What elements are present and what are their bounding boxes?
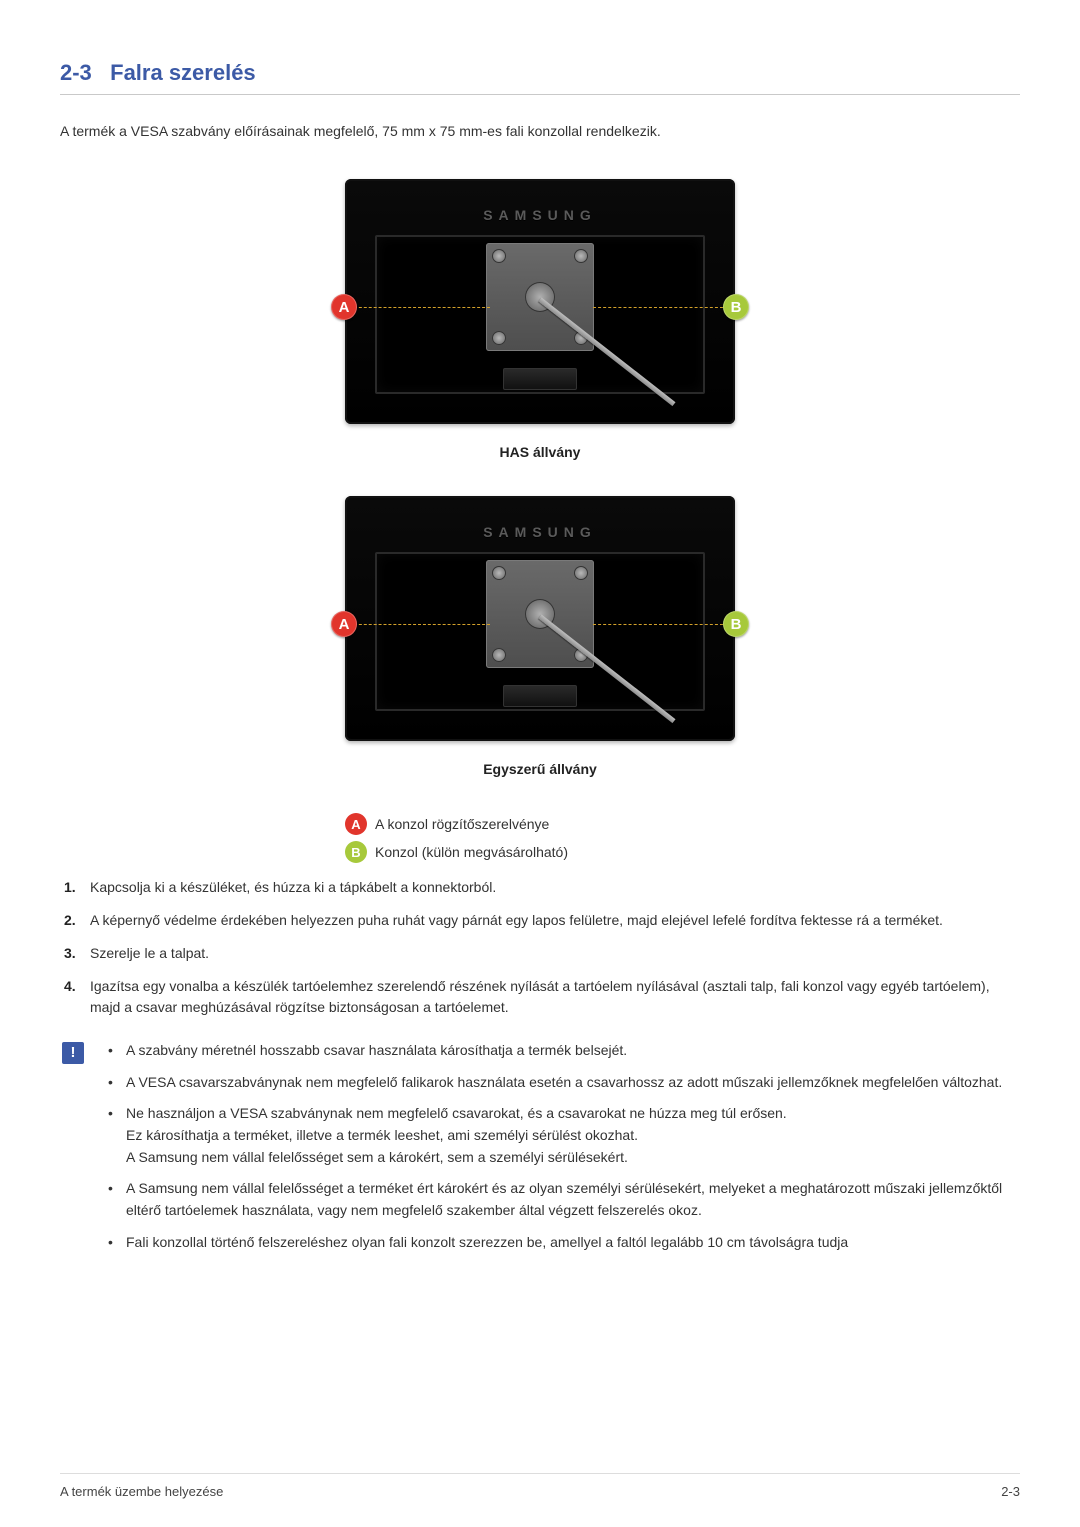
badge-a: A <box>331 611 357 637</box>
note-line: A Samsung nem vállal felelősséget sem a … <box>126 1147 1020 1169</box>
screw-icon <box>492 648 506 662</box>
footer-left: A termék üzembe helyezése <box>60 1484 223 1499</box>
note-list: A szabvány méretnél hosszabb csavar hasz… <box>102 1040 1020 1264</box>
note-item: A szabvány méretnél hosszabb csavar hasz… <box>102 1040 1020 1062</box>
monitor-illustration: SAMSUNG A B <box>345 496 735 741</box>
note-item: Ne használjon a VESA szabványnak nem meg… <box>102 1103 1020 1168</box>
stand-base <box>503 368 577 390</box>
screw-icon <box>574 566 588 580</box>
badge-b-inline: B <box>345 841 367 863</box>
screw-icon <box>574 249 588 263</box>
legend-row: A A konzol rögzítőszerelvénye <box>345 813 735 835</box>
step-item: Szerelje le a talpat. <box>60 943 1020 964</box>
document-page: 2-3 Falra szerelés A termék a VESA szabv… <box>0 0 1080 1527</box>
note-item: A Samsung nem vállal felelősséget a term… <box>102 1178 1020 1221</box>
steps-list: Kapcsolja ki a készüléket, és húzza ki a… <box>60 877 1020 1018</box>
callout-line <box>593 624 723 625</box>
badge-a-inline: A <box>345 813 367 835</box>
heading-number: 2-3 <box>60 60 104 86</box>
brand-logo-text: SAMSUNG <box>345 524 735 540</box>
screw-icon <box>492 566 506 580</box>
figure-simple: SAMSUNG A B Egyszerű állvány <box>60 496 1020 777</box>
monitor-illustration: SAMSUNG A B <box>345 179 735 424</box>
page-footer: A termék üzembe helyezése 2-3 <box>60 1473 1020 1499</box>
callout-line <box>349 307 490 308</box>
note-block: A szabvány méretnél hosszabb csavar hasz… <box>60 1040 1020 1264</box>
vesa-plate <box>486 243 594 351</box>
badge-a: A <box>331 294 357 320</box>
note-line: A Samsung nem vállal felelősséget a term… <box>126 1178 1020 1221</box>
note-line: A szabvány méretnél hosszabb csavar hasz… <box>126 1040 1020 1062</box>
heading-title: Falra szerelés <box>110 60 256 85</box>
brand-logo-text: SAMSUNG <box>345 207 735 223</box>
note-line: Ne használjon a VESA szabványnak nem meg… <box>126 1103 1020 1125</box>
note-item: A VESA csavarszabványnak nem megfelelő f… <box>102 1072 1020 1094</box>
badge-b: B <box>723 294 749 320</box>
note-line: A VESA csavarszabványnak nem megfelelő f… <box>126 1072 1020 1094</box>
screw-icon <box>492 331 506 345</box>
intro-paragraph: A termék a VESA szabvány előírásainak me… <box>60 123 1020 139</box>
legend-row: B Konzol (külön megvásárolható) <box>345 841 735 863</box>
step-item: A képernyő védelme érdekében helyezzen p… <box>60 910 1020 931</box>
warning-icon <box>62 1042 84 1064</box>
step-item: Igazítsa egy vonalba a készülék tartóele… <box>60 976 1020 1018</box>
screw-icon <box>492 249 506 263</box>
callout-line <box>593 307 723 308</box>
heading-text: 2-3 Falra szerelés <box>60 60 1020 86</box>
note-item: Fali konzollal történő felszereléshez ol… <box>102 1232 1020 1254</box>
vesa-plate <box>486 560 594 668</box>
badge-b: B <box>723 611 749 637</box>
stand-base <box>503 685 577 707</box>
note-line: Ez károsíthatja a terméket, illetve a te… <box>126 1125 1020 1147</box>
section-heading: 2-3 Falra szerelés <box>60 60 1020 95</box>
figure-caption: HAS állvány <box>60 444 1020 460</box>
legend-text: Konzol (külön megvásárolható) <box>375 844 568 860</box>
legend: A A konzol rögzítőszerelvénye B Konzol (… <box>345 813 735 863</box>
callout-line <box>349 624 490 625</box>
figure-caption: Egyszerű állvány <box>60 761 1020 777</box>
note-line: Fali konzollal történő felszereléshez ol… <box>126 1232 1020 1254</box>
legend-text: A konzol rögzítőszerelvénye <box>375 816 549 832</box>
step-item: Kapcsolja ki a készüléket, és húzza ki a… <box>60 877 1020 898</box>
figure-has: SAMSUNG A B HAS állvány <box>60 179 1020 460</box>
footer-right: 2-3 <box>1001 1484 1020 1499</box>
